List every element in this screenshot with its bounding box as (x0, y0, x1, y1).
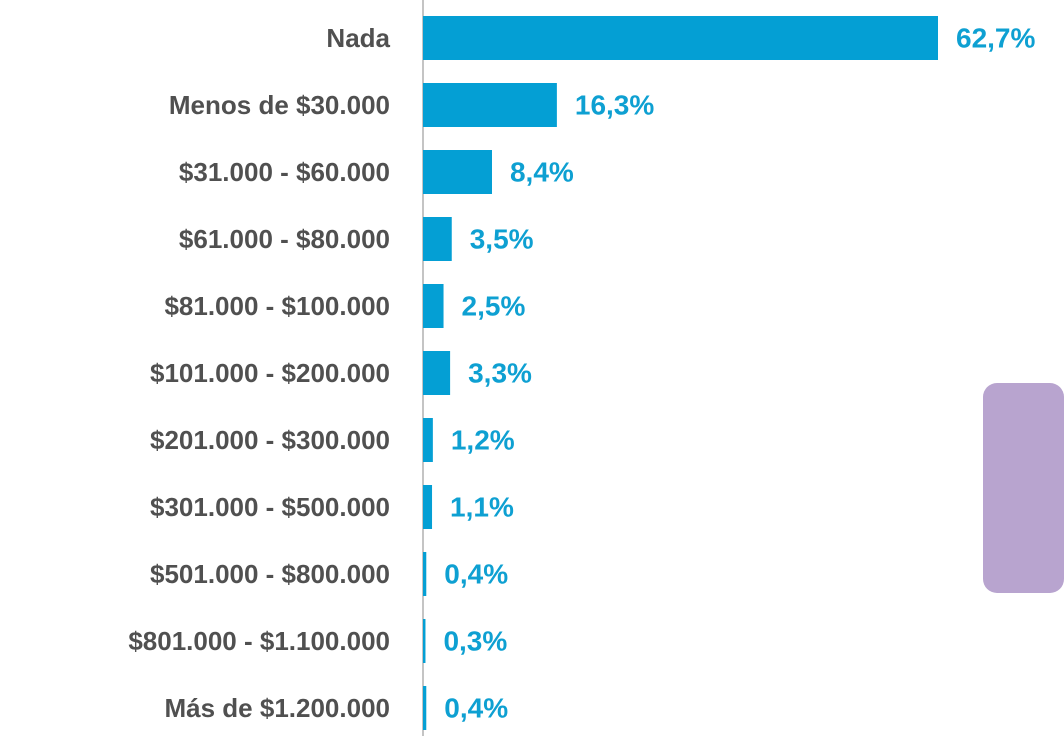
category-label: Menos de $30.000 (169, 90, 390, 120)
bar (423, 485, 433, 529)
category-label: Nada (326, 23, 390, 53)
bar (423, 83, 557, 127)
category-label: $801.000 - $1.100.000 (128, 626, 390, 656)
bar (423, 150, 492, 194)
category-label: $501.000 - $800.000 (150, 559, 390, 589)
value-label: 3,3% (468, 357, 532, 388)
value-label: 0,4% (444, 692, 508, 723)
value-label: 0,3% (443, 625, 507, 656)
decorative-panel (983, 383, 1064, 593)
bar (423, 686, 427, 730)
value-label: 8,4% (510, 156, 574, 187)
value-label: 0,4% (444, 558, 508, 589)
value-label: 2,5% (462, 290, 526, 321)
category-label: $101.000 - $200.000 (150, 358, 390, 388)
category-label: $61.000 - $80.000 (179, 224, 390, 254)
bar (423, 619, 426, 663)
category-label: Más de $1.200.000 (165, 693, 391, 723)
bar (423, 418, 433, 462)
category-label: $301.000 - $500.000 (150, 492, 390, 522)
bar (423, 351, 451, 395)
bar (423, 552, 427, 596)
value-label: 3,5% (470, 223, 534, 254)
value-label: 16,3% (575, 89, 654, 120)
value-label: 1,2% (451, 424, 515, 455)
category-label: $81.000 - $100.000 (164, 291, 390, 321)
value-label: 1,1% (450, 491, 514, 522)
category-label: $201.000 - $300.000 (150, 425, 390, 455)
value-label: 62,7% (956, 22, 1035, 53)
bar (423, 217, 452, 261)
bar (423, 284, 444, 328)
category-label: $31.000 - $60.000 (179, 157, 390, 187)
bar (423, 16, 938, 60)
